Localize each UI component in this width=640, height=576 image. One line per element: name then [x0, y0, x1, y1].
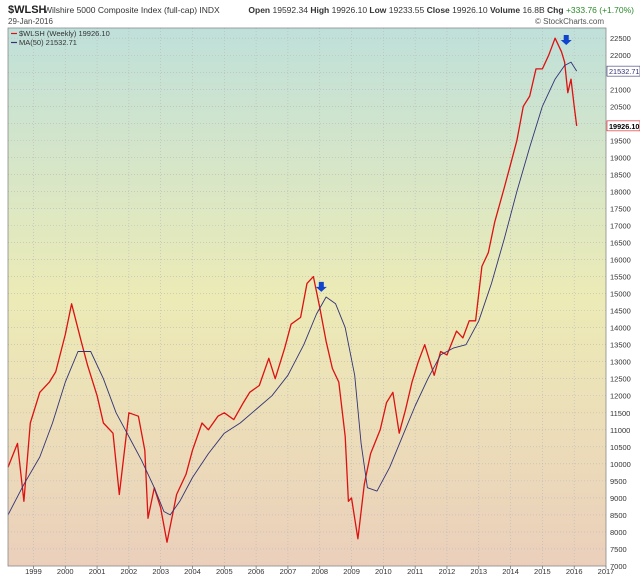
- annotation-layer: [315, 35, 572, 292]
- y-tick-label: 12500: [610, 375, 631, 384]
- x-tick-label: 2015: [534, 567, 551, 576]
- x-tick-label: 2002: [121, 567, 138, 576]
- volume-label: Volume: [489, 5, 521, 15]
- price-tags: 21532.71 19926.10: [606, 65, 640, 132]
- y-tick-label: 11000: [610, 426, 630, 435]
- x-tick-label: 2007: [280, 567, 297, 576]
- price-tag-value: 21532.71: [609, 67, 639, 76]
- y-tick-label: 17500: [610, 204, 631, 213]
- y-tick-label: 18500: [610, 170, 631, 179]
- symbol: $WLSH: [8, 4, 47, 16]
- y-tick-label: 7000: [610, 562, 627, 571]
- low-label: Low: [369, 5, 387, 15]
- y-tick-label: 15500: [610, 273, 631, 282]
- y-tick-label: 17000: [610, 221, 631, 230]
- x-tick-label: 2001: [89, 567, 106, 576]
- legend-label: MA(50) 21532.71: [19, 38, 77, 47]
- legend-label: $WLSH (Weekly) 19926.10: [19, 29, 110, 38]
- x-tick-label: 1999: [25, 567, 42, 576]
- date: 29-Jan-2016: [8, 17, 53, 26]
- low-value: 19233.55: [388, 5, 425, 15]
- y-axis: 7000 7500 8000 8500 9000 9500 10000 10500 11000 1…: [610, 34, 631, 571]
- y-tick-label: 22000: [610, 51, 631, 60]
- ma-series-line: [7, 61, 578, 516]
- down-arrow-marker: [315, 281, 327, 292]
- y-tick-label: 7500: [610, 545, 627, 554]
- series-layer: [7, 37, 578, 543]
- ohlc-readout: Open 19592.34 High 19926.10 Low 19233.55…: [248, 5, 634, 15]
- y-tick-label: 9500: [610, 477, 627, 486]
- y-tick-label: 9000: [610, 494, 627, 503]
- y-tick-label: 20500: [610, 102, 631, 111]
- y-tick-label: 16500: [610, 239, 631, 248]
- price-tag-box: [606, 65, 640, 77]
- y-tick-label: 16000: [610, 256, 631, 265]
- x-tick-label: 2003: [152, 567, 169, 576]
- volume-value: 16.8B: [522, 5, 545, 15]
- x-tick-label: 2008: [311, 567, 328, 576]
- open-label: Open: [248, 5, 271, 15]
- chg-label: Chg: [547, 5, 564, 15]
- down-arrow-marker: [560, 35, 572, 46]
- y-tick-label: 14500: [610, 307, 631, 316]
- y-tick-label: 8500: [610, 511, 627, 520]
- y-tick-label: 10000: [610, 460, 631, 469]
- grid: [8, 28, 606, 567]
- x-tick-label: 2017: [598, 567, 615, 576]
- chg-value: +333.76 (+1.70%): [565, 5, 634, 15]
- y-tick-label: 13000: [610, 358, 631, 367]
- y-tick-label: 12000: [610, 392, 631, 401]
- high-value: 19926.10: [331, 5, 368, 15]
- close-label: Close: [426, 5, 450, 15]
- x-tick-label: 2016: [566, 567, 583, 576]
- price-series-line: [7, 37, 578, 543]
- y-tick-label: 21000: [610, 85, 631, 94]
- y-tick-label: 15000: [610, 290, 631, 299]
- x-tick-label: 2009: [343, 567, 360, 576]
- y-tick-label: 8000: [610, 528, 627, 537]
- description: Wilshire 5000 Composite Index (full-cap)…: [44, 5, 220, 15]
- y-tick-label: 22500: [610, 34, 631, 43]
- plot-background: [8, 28, 606, 566]
- x-tick-label: 2011: [407, 567, 423, 576]
- x-tick-label: 2012: [439, 567, 456, 576]
- price-tag-value: 19926.10: [609, 122, 639, 131]
- x-tick-label: 2004: [184, 567, 201, 576]
- close-value: 19926.10: [452, 5, 488, 15]
- x-tick-label: 2005: [216, 567, 233, 576]
- y-tick-label: 18000: [610, 187, 631, 196]
- price-tag-box: [606, 120, 640, 132]
- plot-border: [7, 27, 607, 567]
- high-label: High: [310, 5, 330, 15]
- open-value: 19592.34: [272, 5, 308, 15]
- x-tick-label: 2006: [248, 567, 265, 576]
- x-tick-label: 2013: [470, 567, 487, 576]
- y-tick-label: 19500: [610, 136, 631, 145]
- x-tick-label: 2014: [502, 567, 519, 576]
- x-tick-label: 2000: [57, 567, 74, 576]
- y-tick-label: 13500: [610, 341, 631, 350]
- y-tick-label: 11500: [610, 409, 630, 418]
- credit: © StockCharts.com: [534, 17, 604, 26]
- x-axis: 1999 2000 2001 2002 2003 2004 2005 2006 2007 2008…: [25, 566, 614, 576]
- y-tick-label: 14000: [610, 324, 631, 333]
- x-tick-label: 2010: [375, 567, 392, 576]
- y-tick-label: 19000: [610, 153, 631, 162]
- y-tick-label: 10500: [610, 443, 631, 452]
